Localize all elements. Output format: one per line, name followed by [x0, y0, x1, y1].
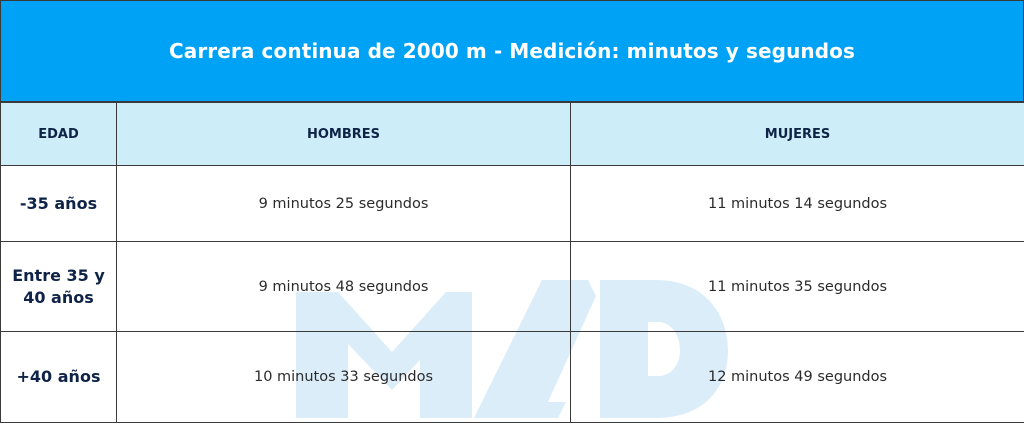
column-header-mujeres: MUJERES	[571, 103, 1024, 166]
column-header-edad: EDAD	[1, 103, 117, 166]
mujeres-time-cell: 12 minutos 49 segundos	[571, 332, 1024, 423]
age-cell: -35 años	[1, 166, 117, 242]
table-header-row: EDAD HOMBRES MUJERES	[1, 103, 1024, 166]
age-cell: +40 años	[1, 332, 117, 423]
table-row: +40 años 10 minutos 33 segundos 12 minut…	[1, 332, 1024, 423]
column-header-hombres: HOMBRES	[117, 103, 571, 166]
table-row: Entre 35 y 40 años 9 minutos 48 segundos…	[1, 242, 1024, 332]
hombres-time-cell: 10 minutos 33 segundos	[117, 332, 571, 423]
hombres-time-cell: 9 minutos 25 segundos	[117, 166, 571, 242]
results-table: EDAD HOMBRES MUJERES -35 años 9 minutos …	[0, 102, 1024, 423]
mujeres-time-cell: 11 minutos 35 segundos	[571, 242, 1024, 332]
table-row: -35 años 9 minutos 25 segundos 11 minuto…	[1, 166, 1024, 242]
table-title: Carrera continua de 2000 m - Medición: m…	[0, 0, 1024, 102]
mujeres-time-cell: 11 minutos 14 segundos	[571, 166, 1024, 242]
hombres-time-cell: 9 minutos 48 segundos	[117, 242, 571, 332]
age-cell: Entre 35 y 40 años	[1, 242, 117, 332]
table-title-text: Carrera continua de 2000 m - Medición: m…	[169, 39, 855, 63]
